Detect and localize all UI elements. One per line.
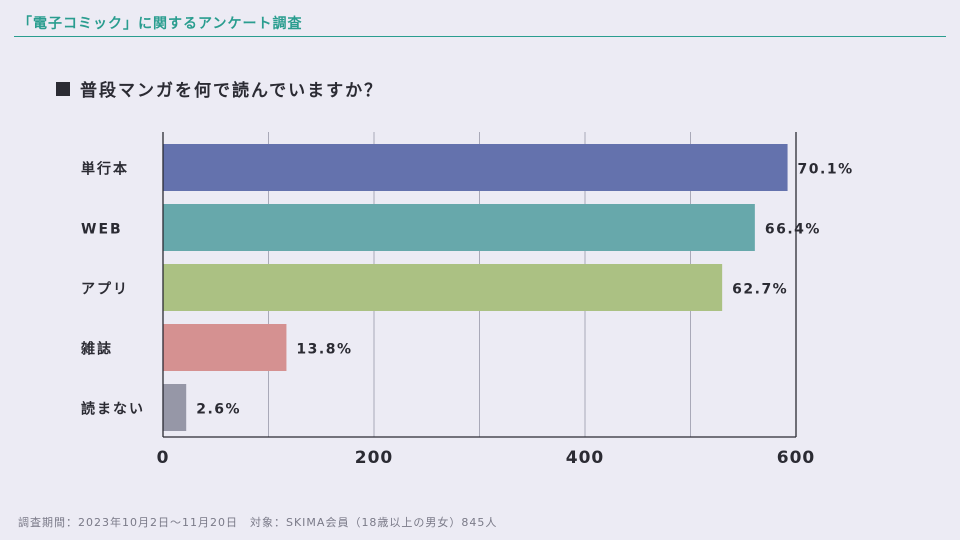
bar xyxy=(163,144,788,191)
x-tick-label: 400 xyxy=(566,448,605,468)
header-divider xyxy=(14,36,946,37)
bar xyxy=(163,384,187,431)
value-label: 66.4% xyxy=(765,222,821,238)
category-label: 読まない xyxy=(81,401,145,418)
square-bullet-icon xyxy=(56,81,70,96)
value-label: 2.6% xyxy=(196,402,241,418)
category-label: 単行本 xyxy=(81,161,129,178)
bar xyxy=(163,324,287,371)
question-heading: 普段マンガを何で読んでいますか？ xyxy=(56,76,383,101)
category-label: アプリ xyxy=(81,282,129,298)
x-tick-label: 200 xyxy=(355,448,394,468)
x-tick-label: 600 xyxy=(777,448,816,468)
category-label: 雑誌 xyxy=(80,341,113,358)
header-title: 「電子コミック」に関するアンケート調査 xyxy=(18,16,303,32)
value-label: 70.1% xyxy=(798,162,854,178)
category-label: WEB xyxy=(81,222,123,238)
bar xyxy=(163,264,723,311)
bar xyxy=(163,204,755,251)
x-tick-label: 0 xyxy=(157,448,170,468)
value-label: 62.7% xyxy=(732,282,788,298)
value-label: 13.8% xyxy=(296,342,352,358)
survey-footnote: 調査期間：2023年10月2日〜11月20日 対象：SKIMA会員（18歳以上の… xyxy=(18,516,498,529)
question-text: 普段マンガを何で読んでいますか？ xyxy=(80,81,384,101)
